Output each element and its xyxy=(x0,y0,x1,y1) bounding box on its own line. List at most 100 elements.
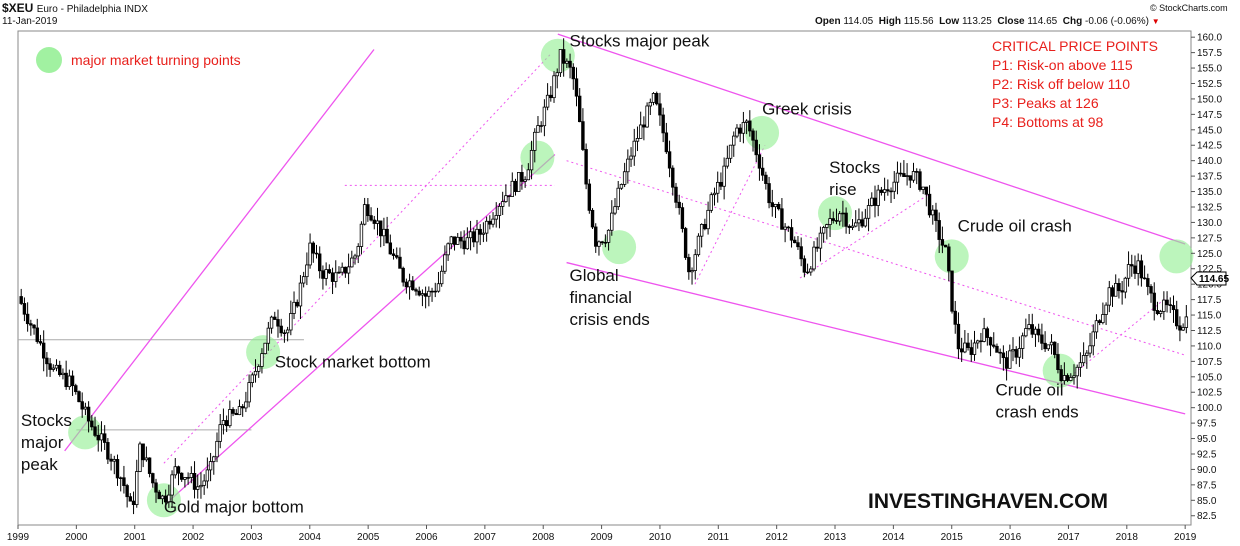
candle-down xyxy=(1130,264,1134,267)
candle-up xyxy=(603,241,608,244)
y-tick-label: 152.5 xyxy=(1197,79,1222,90)
critical-item: P2: Risk off below 110 xyxy=(992,76,1130,92)
candle-up xyxy=(269,316,274,329)
candle-up xyxy=(809,268,813,273)
candle-down xyxy=(314,252,319,255)
candle-up xyxy=(433,290,437,293)
candle-down xyxy=(224,420,229,427)
candle-up xyxy=(517,172,521,192)
candle-up xyxy=(1123,277,1128,293)
candle-down xyxy=(677,201,681,209)
x-tick-label: 1999 xyxy=(7,532,30,543)
candle-up xyxy=(215,440,219,458)
candle-up xyxy=(545,94,550,108)
annotation-line: Stocks xyxy=(829,158,880,177)
candle-up xyxy=(407,280,412,288)
candle-up xyxy=(260,353,264,367)
candle-up xyxy=(375,220,380,224)
candle-down xyxy=(802,258,807,273)
candle-up xyxy=(301,276,306,284)
candle-up xyxy=(456,236,460,245)
candle-up xyxy=(237,406,242,416)
candle-up xyxy=(292,301,296,314)
candle-down xyxy=(667,151,672,169)
channel-line xyxy=(64,49,375,452)
candle-down xyxy=(70,375,75,387)
candle-down xyxy=(1117,283,1121,292)
candle-up xyxy=(1181,327,1185,331)
candle-up xyxy=(189,473,194,478)
price-tag-arrow-icon xyxy=(1190,271,1227,286)
candle-down xyxy=(1110,287,1115,297)
candle-up xyxy=(725,157,730,167)
candle-down xyxy=(757,154,762,169)
candle-down xyxy=(680,207,685,229)
annotation-label: Stocks major peak xyxy=(569,31,709,50)
candle-up xyxy=(350,257,354,268)
x-tick-label: 2016 xyxy=(999,532,1022,543)
candle-up xyxy=(436,283,441,292)
candle-down xyxy=(38,341,43,344)
candle-up xyxy=(606,229,611,243)
candle-down xyxy=(831,218,835,221)
candle-up xyxy=(857,219,861,224)
candle-down xyxy=(568,60,572,68)
candle-down xyxy=(1097,320,1102,324)
candle-down xyxy=(398,256,402,269)
candle-up xyxy=(1049,341,1054,346)
annotation-line: Greek crisis xyxy=(762,99,852,118)
candle-up xyxy=(285,329,290,334)
turning-point-marker xyxy=(1159,239,1194,274)
candle-down xyxy=(96,434,100,441)
down-triangle-icon: ▼ xyxy=(1151,17,1160,26)
annotation-line: rise xyxy=(829,180,856,199)
candle-up xyxy=(1091,331,1095,347)
candle-up xyxy=(1011,349,1015,352)
candle-down xyxy=(343,266,348,274)
candle-up xyxy=(905,175,909,177)
candle-up xyxy=(622,171,627,185)
candle-down xyxy=(1014,349,1018,358)
candle-down xyxy=(719,181,723,187)
y-tick-label: 117.5 xyxy=(1197,295,1222,306)
candle-up xyxy=(709,194,713,211)
annotation-line: Stocks xyxy=(21,411,72,430)
candle-up xyxy=(135,471,139,506)
candle-up xyxy=(446,243,450,256)
y-tick-label: 145.0 xyxy=(1197,125,1222,136)
candle-up xyxy=(976,340,980,344)
candle-down xyxy=(1004,357,1009,369)
candle-up xyxy=(1136,260,1140,274)
candle-down xyxy=(369,215,373,221)
candle-down xyxy=(115,459,120,479)
candle-down xyxy=(860,219,864,227)
candle-up xyxy=(119,477,123,479)
candle-down xyxy=(661,114,665,134)
candle-up xyxy=(253,370,258,376)
candle-up xyxy=(1104,304,1108,315)
candle-down xyxy=(902,173,906,177)
x-tick-label: 2011 xyxy=(708,532,730,543)
annotation-line: Crude oil xyxy=(996,380,1064,399)
y-tick-label: 125.0 xyxy=(1197,249,1222,260)
candle-down xyxy=(953,310,957,325)
candle-down xyxy=(1171,305,1176,311)
credit: © StockCharts.com xyxy=(1150,3,1228,13)
critical-item: P3: Peaks at 126 xyxy=(992,95,1099,111)
annotation-line: Stocks major peak xyxy=(569,31,709,50)
annotation-line: peak xyxy=(21,455,58,474)
candle-up xyxy=(870,197,874,206)
channel-dotted-line xyxy=(799,194,929,279)
candle-up xyxy=(972,342,977,355)
turning-point-marker xyxy=(540,38,575,73)
candle-up xyxy=(475,228,479,243)
candle-up xyxy=(221,420,226,426)
x-tick-label: 2013 xyxy=(824,532,847,543)
candle-up xyxy=(629,155,633,160)
candle-up xyxy=(362,204,367,225)
candle-down xyxy=(22,303,27,315)
candle-down xyxy=(472,231,476,243)
candle-down xyxy=(940,239,945,246)
chg-label: Chg xyxy=(1062,16,1083,27)
